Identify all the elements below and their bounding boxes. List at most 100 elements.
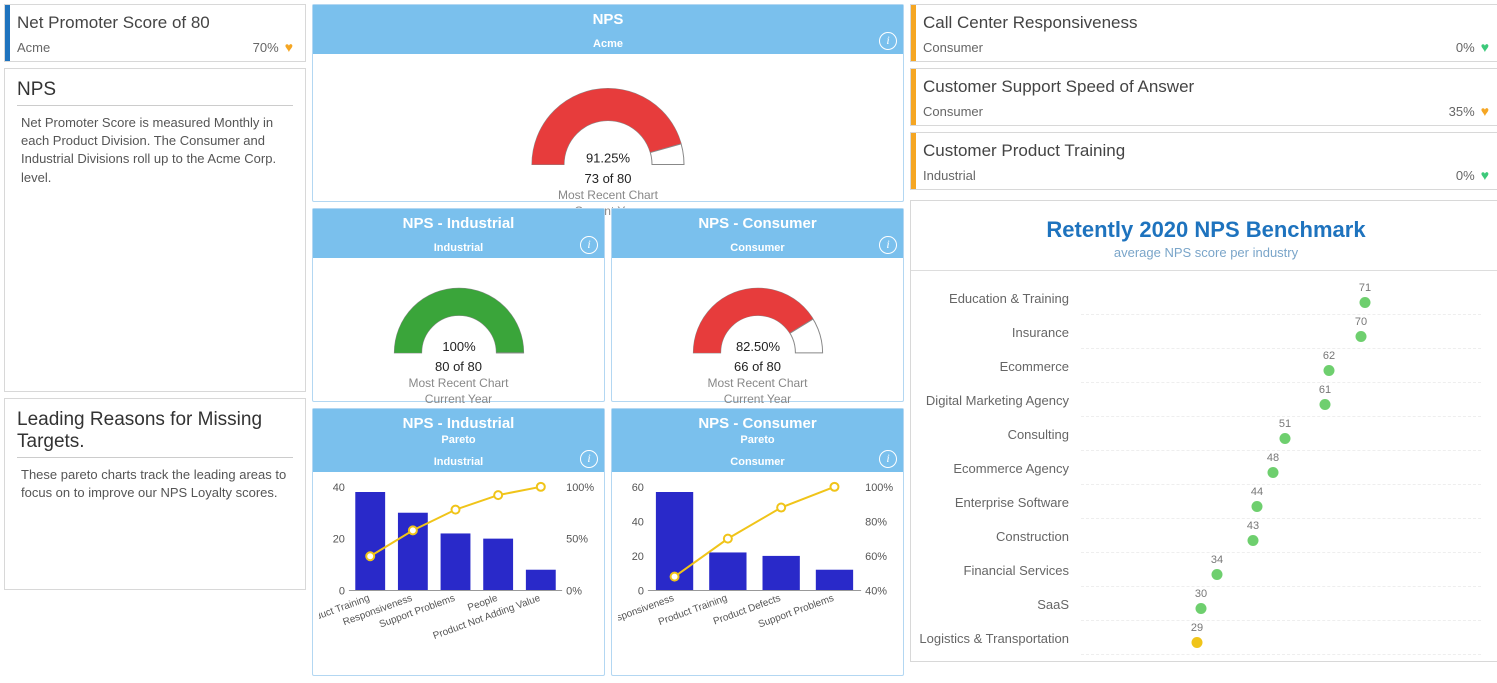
svg-text:60%: 60%: [865, 551, 887, 563]
nps-consumer-widget[interactable]: NPS - Consumer Consumer i 82.50% 66 of 8…: [611, 208, 904, 402]
svg-text:40: 40: [632, 516, 644, 528]
info-icon[interactable]: i: [580, 450, 598, 468]
card-sub: Consumer: [923, 104, 983, 119]
svg-text:0: 0: [339, 585, 345, 597]
benchmark-label: Construction: [911, 529, 1081, 544]
widget-sub: Industrial: [313, 456, 604, 468]
heart-icon: ♥: [285, 39, 293, 55]
panel-body: Net Promoter Score is measured Monthly i…: [17, 114, 293, 187]
benchmark-label: Digital Marketing Agency: [911, 393, 1081, 408]
benchmark-label: Enterprise Software: [911, 495, 1081, 510]
pareto-industrial-widget[interactable]: NPS - Industrial Pareto Industrial i 020…: [312, 408, 605, 676]
svg-text:0%: 0%: [566, 585, 582, 597]
gauge-l1: Most Recent Chart: [558, 188, 658, 202]
panel-heading: NPS: [17, 79, 293, 106]
benchmark-value: 43: [1247, 520, 1259, 532]
benchmark-dot-icon: [1212, 569, 1223, 580]
benchmark-title: Retently 2020 NPS Benchmark: [911, 217, 1497, 243]
benchmark-value: 71: [1359, 282, 1371, 294]
heart-icon: ♥: [1481, 39, 1489, 55]
benchmark-row: Insurance 70: [911, 315, 1481, 349]
benchmark-row: SaaS 30: [911, 587, 1481, 621]
svg-text:40%: 40%: [865, 585, 887, 597]
svg-text:20: 20: [333, 534, 345, 546]
svg-text:80%: 80%: [865, 516, 887, 528]
benchmark-row: Logistics & Transportation 29: [911, 621, 1481, 655]
heart-icon: ♥: [1481, 167, 1489, 183]
gauge-l2: Current Year: [425, 392, 492, 406]
benchmark-label: Logistics & Transportation: [911, 631, 1081, 646]
benchmark-value: 70: [1355, 316, 1367, 328]
nps-score-card[interactable]: Net Promoter Score of 80 Acme 70% ♥: [4, 4, 306, 62]
benchmark-label: Ecommerce: [911, 359, 1081, 374]
gauge-main: 91.25%: [508, 60, 708, 173]
benchmark-dot-icon: [1280, 433, 1291, 444]
benchmark-dot-icon: [1252, 501, 1263, 512]
gauge-l1: Most Recent Chart: [408, 376, 508, 390]
widget-title: NPS - Consumer: [612, 215, 903, 232]
benchmark-subtitle: average NPS score per industry: [911, 245, 1497, 260]
benchmark-value: 48: [1267, 452, 1279, 464]
benchmark-panel: Retently 2020 NPS Benchmark average NPS …: [910, 200, 1497, 662]
benchmark-label: Financial Services: [911, 563, 1081, 578]
metric-card[interactable]: Call Center Responsiveness Consumer 0% ♥: [910, 4, 1497, 62]
widget-title: NPS - Industrial: [313, 215, 604, 232]
svg-text:91.25%: 91.25%: [586, 151, 631, 166]
info-icon[interactable]: i: [879, 450, 897, 468]
gauge-consumer: 82.50%: [673, 264, 843, 361]
svg-text:50%: 50%: [566, 534, 588, 546]
widget-sub: Consumer: [612, 242, 903, 254]
nps-description-panel: NPS Net Promoter Score is measured Month…: [4, 68, 306, 392]
svg-text:100%: 100%: [865, 482, 893, 494]
gauge-of: 66 of 80: [734, 359, 781, 374]
svg-text:40: 40: [333, 482, 345, 494]
accent-bar: [911, 5, 916, 61]
svg-text:60: 60: [632, 482, 644, 494]
info-icon[interactable]: i: [879, 236, 897, 254]
benchmark-value: 30: [1195, 588, 1207, 600]
benchmark-label: Education & Training: [911, 291, 1081, 306]
card-pct: 0%: [1456, 168, 1475, 183]
benchmark-label: SaaS: [911, 597, 1081, 612]
widget-title: NPS - Consumer: [612, 415, 903, 432]
svg-text:100%: 100%: [442, 339, 476, 354]
benchmark-value: 62: [1323, 350, 1335, 362]
benchmark-dot-icon: [1320, 399, 1331, 410]
gauge-industrial: 100%: [374, 264, 544, 361]
pareto-consumer-widget[interactable]: NPS - Consumer Pareto Consumer i 0204060…: [611, 408, 904, 676]
benchmark-value: 34: [1211, 554, 1223, 566]
widget-title: NPS - Industrial: [313, 415, 604, 432]
benchmark-row: Construction 43: [911, 519, 1481, 553]
widget-sub: Industrial: [313, 242, 604, 254]
metric-card[interactable]: Customer Product Training Industrial 0% …: [910, 132, 1497, 190]
card-title: Net Promoter Score of 80: [17, 13, 293, 33]
info-icon[interactable]: i: [879, 32, 897, 50]
gauge-of: 80 of 80: [435, 359, 482, 374]
card-title: Call Center Responsiveness: [923, 13, 1489, 33]
pareto-chart: 020406040%60%80%100%ResponsivenessProduc…: [612, 472, 903, 675]
accent-bar: [911, 69, 916, 125]
benchmark-row: Financial Services 34: [911, 553, 1481, 587]
benchmark-row: Education & Training 71: [911, 281, 1481, 315]
card-pct: 70%: [253, 40, 279, 55]
info-icon[interactable]: i: [580, 236, 598, 254]
pareto-chart: 020400%50%100%Product TrainingResponsive…: [313, 472, 604, 675]
nps-main-widget[interactable]: NPS Acme i 91.25% 73 of 80 Most Recent C…: [312, 4, 904, 202]
benchmark-value: 44: [1251, 486, 1263, 498]
benchmark-dot-icon: [1360, 297, 1371, 308]
benchmark-label: Insurance: [911, 325, 1081, 340]
widget-sub: Acme: [313, 38, 903, 50]
gauge-l1: Most Recent Chart: [707, 376, 807, 390]
widget-sub: Consumer: [612, 456, 903, 468]
panel-heading: Leading Reasons for Missing Targets.: [17, 409, 293, 458]
card-title: Customer Product Training: [923, 141, 1489, 161]
gauge-l2: Current Year: [724, 392, 791, 406]
nps-industrial-widget[interactable]: NPS - Industrial Industrial i 100% 80 of…: [312, 208, 605, 402]
benchmark-dot-icon: [1248, 535, 1259, 546]
svg-text:82.50%: 82.50%: [735, 339, 780, 354]
benchmark-row: Digital Marketing Agency 61: [911, 383, 1481, 417]
benchmark-row: Enterprise Software 44: [911, 485, 1481, 519]
metric-card[interactable]: Customer Support Speed of Answer Consume…: [910, 68, 1497, 126]
heart-icon: ♥: [1481, 103, 1489, 119]
benchmark-value: 51: [1279, 418, 1291, 430]
